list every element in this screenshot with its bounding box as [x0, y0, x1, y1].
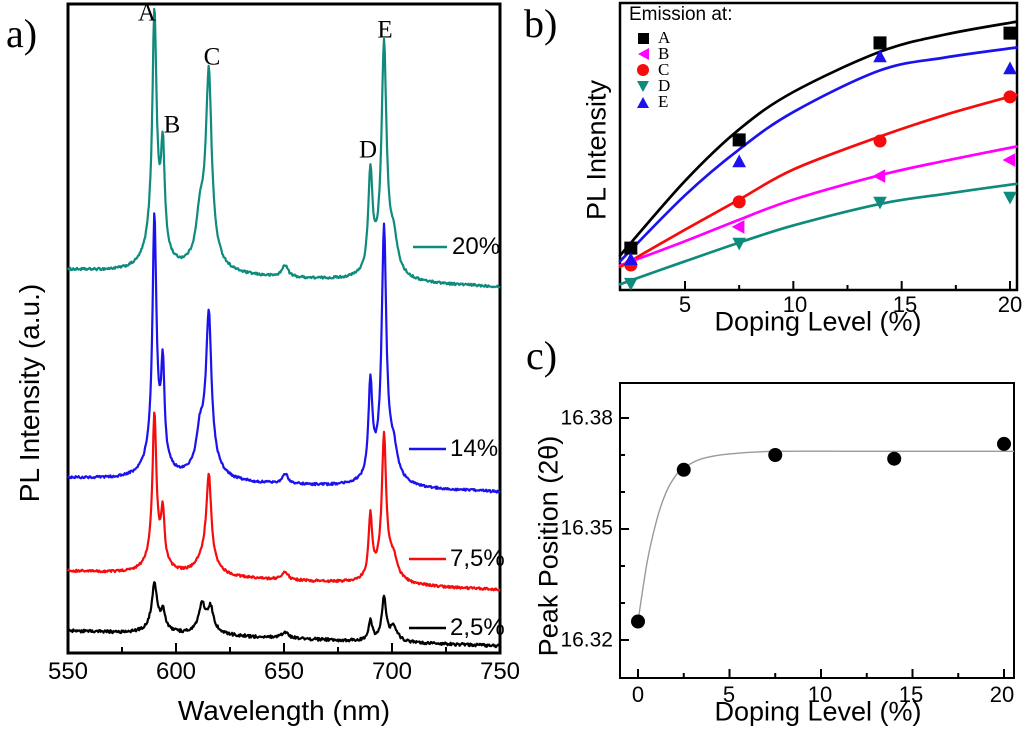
data-point [887, 451, 902, 466]
spectrum-line-14% [67, 212, 501, 494]
peak-label-B: B [163, 111, 181, 139]
data-point-E [732, 154, 746, 168]
axes-frame [619, 382, 1015, 679]
panel-c-x-tick: 20 [989, 682, 1015, 707]
legend-entry-label: D [658, 76, 671, 95]
data-point-B [1002, 153, 1016, 167]
legend-entry-label: B [658, 44, 670, 63]
marker-circle-icon [637, 64, 649, 76]
fit-curve-B [618, 145, 1018, 267]
data-point-D [1003, 191, 1017, 205]
panel-b-x-tick: 20 [997, 292, 1023, 317]
series-label-14pct: 14% [450, 435, 499, 462]
data-point-C [732, 195, 746, 209]
data-point-E [873, 49, 887, 63]
panel-a-x-tick: 600 [155, 658, 197, 685]
data-point [676, 462, 691, 477]
panel-a-x-tick: 700 [371, 658, 413, 685]
legend-box: A B C D E [636, 28, 671, 111]
panel-c-x-axis-label: Doping Level (%) [714, 696, 922, 727]
panel-b-tag: b) [524, 1, 558, 46]
marker-triangle-up-icon [637, 96, 649, 108]
fit-curve-E [618, 46, 1018, 263]
panel-c-y-tick: 16.35 [560, 516, 613, 540]
legend-entry-D: D [636, 76, 671, 95]
data-point-A [732, 133, 746, 147]
panel-a-x-tick: 550 [47, 658, 89, 685]
series-label-7-5pct: 7,5% [450, 545, 505, 572]
legend-entry-E: E [636, 92, 670, 111]
data-point-D [624, 277, 638, 291]
data-point-A [873, 36, 887, 50]
data-point-C [873, 134, 887, 148]
legend-entry-C: C [636, 60, 670, 79]
spectrum-line-20% [67, 7, 501, 289]
data-point-A [624, 241, 638, 255]
data-point-D [873, 196, 887, 210]
data-point-B [872, 169, 886, 183]
series-label-2-5pct: 2,5% [450, 614, 505, 641]
legend-entry-A: A [636, 28, 671, 47]
data-point-A [1003, 26, 1017, 40]
panel-a-y-axis-label: PL Intensity (a.u.) [14, 283, 45, 503]
series-label-20pct: 20% [452, 233, 501, 260]
fit-curve-C [618, 93, 1018, 269]
data-point [768, 448, 783, 462]
peak-label-A: A [137, 0, 157, 27]
fit-curve [637, 450, 1015, 622]
data-point [631, 614, 645, 629]
panel-b-x-tick: 15 [892, 292, 918, 317]
panel-b-y-axis-label: PL Intensity [581, 79, 612, 221]
panel-c-x-tick: 0 [631, 682, 645, 707]
data-point [997, 436, 1011, 451]
panel-c-y-tick: 16.32 [560, 628, 613, 652]
peak-label-C: C [203, 43, 221, 71]
data-point-C [1003, 90, 1017, 104]
panel-a-x-axis-label: Wavelength (nm) [177, 695, 391, 726]
peak-label-D: D [358, 136, 378, 164]
legend-entry-B: B [636, 44, 670, 63]
legend-title: Emission at: [629, 4, 733, 25]
data-point-E [1003, 61, 1017, 75]
fit-curve-A [618, 20, 1018, 257]
spectrum-line-2,5% [67, 581, 500, 649]
peak-label-E: E [377, 16, 393, 44]
fit-curve-D [618, 182, 1018, 286]
marker-triangle-down-icon [637, 80, 649, 92]
axes-frame [618, 1, 1019, 292]
marker-triangle-left-icon [637, 48, 649, 60]
legend-entry-label: E [658, 92, 669, 111]
panel-a-x-tick: 750 [479, 658, 521, 685]
axes-frame [66, 2, 502, 655]
panel-c-y-axis-label: Peak Position (2θ) [533, 435, 564, 657]
panel-c-tag: c) [526, 333, 558, 378]
legend-entry-label: C [658, 60, 670, 79]
panel-b-x-axis-label: Doping Level (%) [714, 306, 922, 337]
data-point-B [731, 220, 745, 234]
marker-square-icon [637, 32, 649, 44]
panel-b-x-tick: 5 [678, 292, 692, 317]
panel-c-x-tick: 15 [898, 682, 924, 707]
data-point-E [624, 252, 638, 266]
panel-a-tag: a) [6, 11, 38, 56]
data-point-D [732, 237, 746, 251]
panel-c-x-tick: 10 [807, 682, 833, 707]
panel-b-x-tick: 10 [782, 292, 808, 317]
spectrum-line-7,5% [67, 411, 501, 592]
legend-entry-label: A [658, 28, 671, 47]
panel-c-x-tick: 5 [722, 682, 736, 707]
panel-a-x-tick: 650 [263, 658, 305, 685]
panel-c-y-tick: 16.38 [560, 406, 613, 430]
